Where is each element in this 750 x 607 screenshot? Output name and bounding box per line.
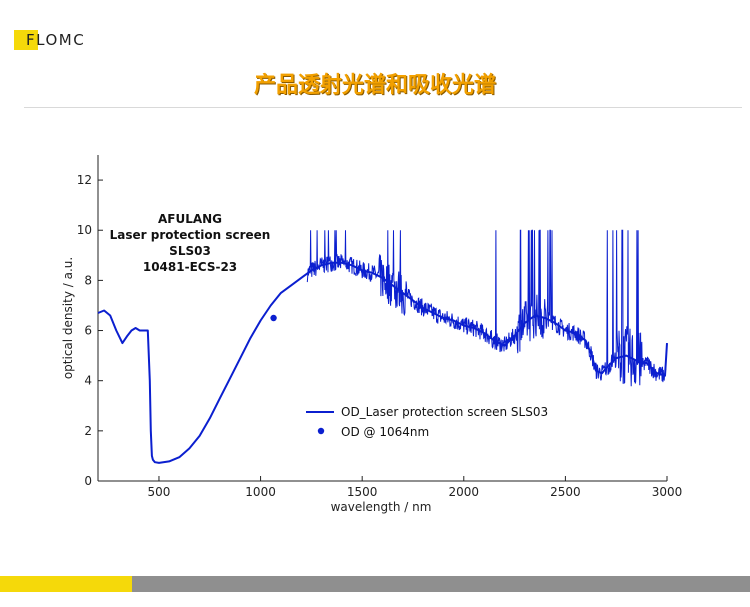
- y-tick-label: 6: [84, 324, 92, 338]
- x-tick-label: 1000: [245, 485, 276, 499]
- footer-bar-gray: [132, 576, 750, 592]
- chart-plot-area: [97, 229, 668, 464]
- chart-annotation: AFULANG Laser protection screen SLS03 10…: [110, 212, 271, 274]
- y-tick-label: 12: [77, 173, 92, 187]
- brand-logo-text: FLOMC: [26, 31, 86, 49]
- title-divider: [24, 107, 742, 108]
- y-tick-label: 2: [84, 424, 92, 438]
- legend-label: OD_Laser protection screen SLS03: [341, 405, 548, 419]
- x-axis-label: wavelength / nm: [331, 500, 432, 514]
- y-tick-label: 10: [77, 223, 92, 237]
- x-tick-label: 1500: [347, 485, 378, 499]
- brand-logo-block: [14, 30, 38, 50]
- annotation-line: 10481-ECS-23: [143, 260, 237, 274]
- legend-marker-swatch: [317, 427, 325, 435]
- series-noise-trace: [306, 229, 667, 387]
- series-marker-point: [270, 314, 277, 322]
- chart-ticks: 500 1000 1500 2000 2500 3000 0 2 4 6 8 10 12: [77, 173, 683, 499]
- footer-bar-yellow: [0, 576, 132, 592]
- annotation-line: SLS03: [169, 244, 211, 258]
- legend-label: OD @ 1064nm: [341, 425, 429, 439]
- x-tick-label: 2000: [449, 485, 480, 499]
- x-tick-label: 2500: [550, 485, 581, 499]
- x-tick-label: 500: [148, 485, 171, 499]
- annotation-line: Laser protection screen: [110, 228, 271, 242]
- annotation-line: AFULANG: [158, 212, 222, 226]
- page-title: 产品透射光谱和吸收光谱: [253, 73, 496, 98]
- chart-axes: [97, 155, 667, 482]
- y-tick-label: 4: [84, 374, 92, 388]
- chart-legend: OD_Laser protection screen SLS03 OD @ 10…: [306, 405, 548, 439]
- x-tick-label: 3000: [652, 485, 683, 499]
- y-axis-label: optical density / a.u.: [61, 257, 75, 379]
- y-tick-label: 8: [84, 273, 92, 287]
- y-tick-label: 0: [84, 474, 92, 488]
